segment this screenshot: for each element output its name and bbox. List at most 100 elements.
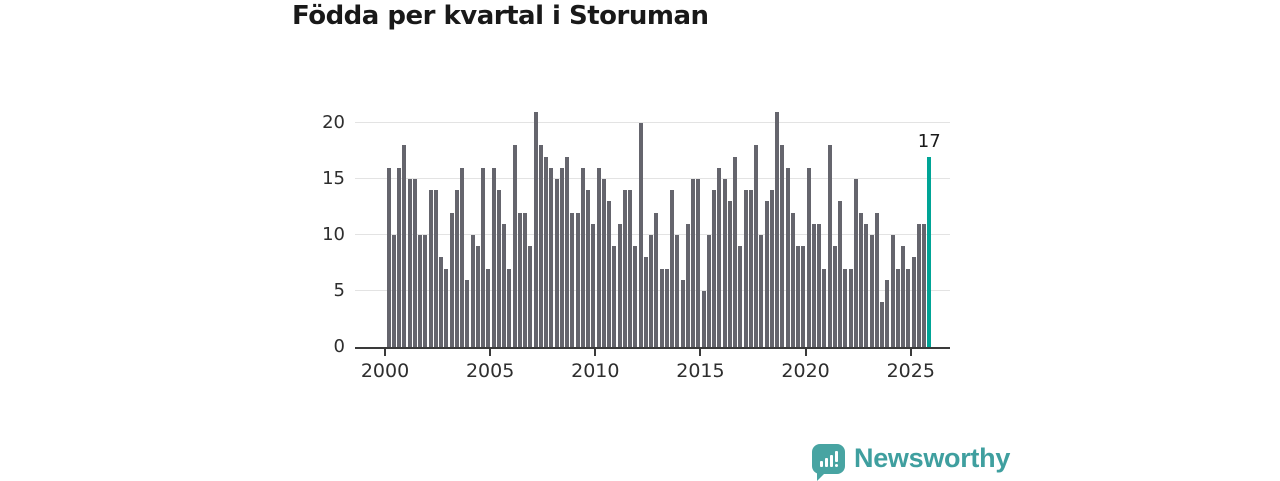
bar bbox=[622, 190, 627, 347]
bar bbox=[607, 201, 611, 347]
bar bbox=[748, 190, 753, 347]
bar bbox=[549, 167, 554, 347]
bar bbox=[890, 235, 895, 347]
bar bbox=[712, 190, 716, 347]
bar bbox=[596, 167, 601, 347]
bar bbox=[496, 190, 501, 347]
bar bbox=[643, 257, 648, 347]
bar bbox=[628, 190, 632, 347]
bar bbox=[885, 279, 890, 347]
logo-exclamation-icon bbox=[834, 450, 838, 467]
newsworthy-logo-text: Newsworthy bbox=[854, 443, 1011, 473]
y-axis-tick-label: 15 bbox=[322, 168, 345, 189]
bar bbox=[864, 223, 869, 347]
bar bbox=[612, 246, 617, 347]
bar bbox=[691, 179, 695, 347]
bar bbox=[433, 190, 438, 347]
bar bbox=[418, 235, 422, 347]
plot-area: 0 5 10 15 20 2000 2005 2010 2015 2020 2025 17 bbox=[322, 107, 950, 382]
bar bbox=[822, 268, 827, 347]
bar bbox=[507, 268, 512, 347]
bar bbox=[486, 268, 491, 347]
bar bbox=[523, 212, 527, 347]
bar bbox=[859, 212, 863, 347]
bar bbox=[764, 201, 769, 347]
bar bbox=[428, 190, 433, 347]
bar bbox=[570, 212, 575, 347]
bar bbox=[649, 235, 653, 347]
bar bbox=[633, 246, 638, 347]
x-axis-tick-label: 2020 bbox=[781, 360, 830, 382]
gridline bbox=[355, 122, 950, 123]
bar bbox=[475, 246, 480, 347]
bar bbox=[517, 212, 522, 347]
bar bbox=[685, 223, 690, 347]
bar-highlighted bbox=[927, 156, 932, 347]
x-axis-tick-label: 2000 bbox=[360, 360, 410, 382]
bar bbox=[806, 167, 811, 347]
x-axis-tick-label: 2025 bbox=[886, 360, 935, 382]
bar bbox=[880, 302, 884, 347]
bar bbox=[696, 179, 701, 347]
logo-bar-icon bbox=[829, 454, 833, 467]
bar bbox=[722, 179, 727, 347]
bar bbox=[759, 235, 764, 347]
highlight-value-label: 17 bbox=[917, 130, 941, 152]
logo-speech-tail bbox=[817, 471, 826, 481]
bar bbox=[727, 201, 732, 347]
bar bbox=[444, 268, 449, 347]
chart-title: Födda per kvartal i Storuman bbox=[292, 1, 709, 31]
y-axis-tick-label: 10 bbox=[322, 224, 345, 245]
bar bbox=[769, 190, 774, 347]
bar bbox=[449, 212, 454, 347]
bar bbox=[738, 246, 743, 347]
bar bbox=[397, 167, 401, 347]
bar bbox=[559, 167, 564, 347]
bar bbox=[601, 179, 606, 347]
logo-bar-icon bbox=[819, 460, 823, 467]
bar bbox=[580, 167, 585, 347]
bar bbox=[565, 156, 569, 347]
bar bbox=[848, 268, 853, 347]
bar bbox=[533, 111, 538, 347]
bar bbox=[391, 235, 396, 347]
bar bbox=[743, 190, 748, 347]
bar bbox=[575, 212, 580, 347]
bar bbox=[911, 257, 916, 347]
bar bbox=[439, 257, 443, 347]
bar bbox=[838, 201, 842, 347]
bar bbox=[811, 223, 816, 347]
bar bbox=[922, 223, 926, 347]
bar bbox=[869, 235, 874, 347]
bar bbox=[790, 212, 795, 347]
x-axis-tick bbox=[594, 347, 597, 356]
bar bbox=[502, 223, 506, 347]
bar bbox=[754, 145, 758, 347]
bar bbox=[780, 145, 785, 347]
x-axis-tick bbox=[489, 347, 492, 356]
bar bbox=[659, 268, 664, 347]
bar bbox=[733, 156, 737, 347]
bar bbox=[670, 190, 674, 347]
newsworthy-logo[interactable]: Newsworthy bbox=[812, 443, 1011, 481]
bar bbox=[817, 223, 821, 347]
gridline bbox=[355, 178, 950, 179]
bar bbox=[407, 179, 412, 347]
bar bbox=[832, 246, 837, 347]
bar bbox=[638, 123, 643, 347]
gridline bbox=[355, 234, 950, 235]
newsworthy-logo-icon bbox=[812, 443, 845, 481]
bar bbox=[916, 223, 921, 347]
bar bbox=[701, 291, 706, 347]
x-axis-tick bbox=[804, 347, 807, 356]
bar bbox=[775, 111, 779, 347]
bar bbox=[386, 167, 391, 347]
bar bbox=[901, 246, 905, 347]
bar bbox=[491, 167, 496, 347]
bar bbox=[675, 235, 680, 347]
x-axis-tick bbox=[699, 347, 702, 356]
bar bbox=[402, 145, 407, 347]
bar bbox=[801, 246, 806, 347]
bar bbox=[412, 179, 417, 347]
bar bbox=[706, 235, 711, 347]
